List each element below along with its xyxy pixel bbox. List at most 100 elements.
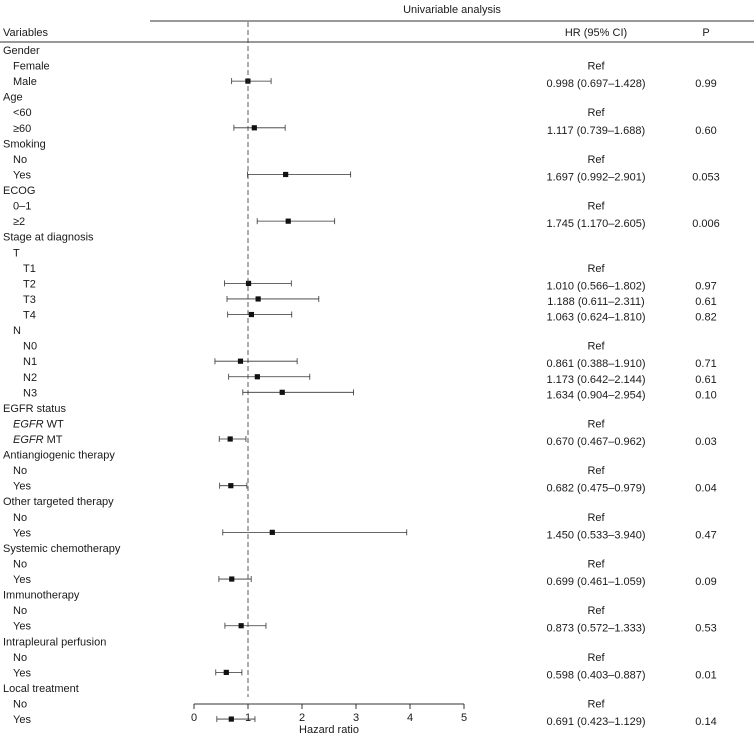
p-value-text: 0.053 — [692, 171, 720, 183]
row-label: N1 — [23, 356, 37, 368]
hr-ci-text: 1.450 (0.533–3.940) — [546, 529, 645, 541]
row-label: EGFR MT — [13, 434, 63, 446]
row-label: Yes — [13, 481, 31, 493]
row-label: ≥60 — [13, 123, 31, 135]
row-label: 0–1 — [13, 201, 31, 213]
p-value-text: 0.97 — [695, 280, 716, 292]
hr-ci-text: 1.063 (0.624–1.810) — [546, 312, 645, 324]
header-hr: HR (95% CI) — [565, 27, 627, 39]
hr-point — [283, 171, 289, 178]
row-label: Age — [3, 92, 23, 104]
hr-ci-text: 0.598 (0.403–0.887) — [546, 669, 645, 681]
row-label: ECOG — [3, 185, 35, 197]
x-tick-label: 0 — [191, 712, 197, 724]
x-tick-label: 2 — [299, 712, 305, 724]
hr-ci-text: 1.010 (0.566–1.802) — [546, 280, 645, 292]
row-label: EGFR status — [3, 403, 66, 415]
hr-ci-text: Ref — [587, 61, 605, 73]
hr-ci-text: 0.682 (0.475–0.979) — [546, 483, 645, 495]
hr-point — [238, 623, 244, 629]
x-tick-label: 4 — [407, 712, 413, 724]
x-tick-label: 3 — [353, 712, 359, 724]
row-label: Intrapleural perfusion — [3, 636, 106, 648]
row-label: No — [13, 652, 27, 664]
hr-point — [229, 576, 235, 582]
hr-ci-text: 1.188 (0.611–2.311) — [547, 296, 644, 308]
p-value-text: 0.53 — [695, 623, 716, 635]
p-value-text: 0.61 — [695, 374, 716, 386]
hr-ci-text: 1.697 (0.992–2.901) — [546, 171, 645, 183]
p-value-text: 0.03 — [695, 436, 716, 448]
hr-point — [251, 125, 257, 131]
row-label: No — [13, 154, 27, 166]
p-value-text: 0.09 — [695, 576, 716, 588]
p-value-text: 0.60 — [695, 125, 716, 137]
row-label: Other targeted therapy — [3, 496, 114, 508]
hr-point — [237, 358, 244, 364]
p-value-text: 0.82 — [695, 312, 716, 324]
row-label: Local treatment — [3, 683, 79, 695]
hr-ci-text: 1.173 (0.642–2.144) — [546, 374, 645, 386]
row-label: T4 — [23, 310, 36, 322]
row-label: No — [13, 512, 27, 524]
hr-ci-text: Ref — [587, 699, 605, 711]
row-label: N2 — [23, 372, 37, 384]
hr-ci-text: 0.699 (0.461–1.059) — [546, 576, 645, 588]
chart-title: Univariable analysis — [403, 4, 501, 16]
p-value-text: 0.47 — [695, 529, 716, 541]
p-value-text: 0.006 — [692, 218, 720, 230]
row-label: No — [13, 699, 27, 711]
p-value-text: 0.99 — [695, 78, 716, 90]
hr-ci-text: 0.670 (0.467–0.962) — [546, 436, 645, 448]
row-label: EGFR WT — [13, 418, 64, 430]
p-value-text: 0.04 — [695, 483, 716, 495]
hr-ci-text: 0.691 (0.423–1.129) — [546, 716, 645, 728]
p-value-text: 0.71 — [695, 358, 716, 370]
row-label: Female — [13, 61, 50, 73]
hr-ci-text: Ref — [587, 512, 605, 524]
row-label: ≥2 — [13, 216, 25, 228]
row-label: Gender — [3, 45, 40, 57]
hr-ci-text: Ref — [587, 154, 605, 166]
row-label: Immunotherapy — [3, 590, 80, 602]
header-p: P — [702, 27, 709, 39]
hr-ci-text: 1.745 (1.170–2.605) — [546, 218, 645, 230]
hr-ci-text: 0.861 (0.388–1.910) — [546, 358, 645, 370]
row-label: N3 — [23, 387, 37, 399]
hr-point — [223, 669, 229, 675]
hr-ci-text: 0.998 (0.697–1.428) — [546, 78, 645, 90]
x-tick-label: 5 — [461, 712, 467, 724]
hr-ci-text: Ref — [587, 107, 605, 119]
hr-ci-text: 0.873 (0.572–1.333) — [546, 623, 645, 635]
p-value-text: 0.10 — [695, 389, 716, 401]
hr-point — [228, 716, 234, 722]
hr-point — [228, 483, 234, 489]
hr-ci-text: Ref — [587, 201, 605, 213]
hr-point — [255, 296, 261, 302]
hr-ci-text: Ref — [587, 558, 605, 570]
x-axis-label: Hazard ratio — [299, 724, 359, 736]
row-label: No — [13, 605, 27, 617]
p-value-text: 0.14 — [695, 716, 716, 728]
row-label: Yes — [13, 574, 31, 586]
header-variables: Variables — [3, 27, 49, 39]
hr-ci-text: Ref — [587, 652, 605, 664]
hr-ci-text: Ref — [587, 605, 605, 617]
row-label: No — [13, 558, 27, 570]
row-label: <60 — [13, 107, 32, 119]
hr-ci-text: 1.634 (0.904–2.954) — [546, 389, 645, 401]
hr-point — [285, 218, 291, 224]
hr-point — [279, 389, 285, 395]
row-label: Yes — [13, 621, 31, 633]
hr-point — [248, 311, 255, 318]
hr-ci-text: Ref — [587, 465, 605, 477]
p-value-text: 0.01 — [695, 669, 716, 681]
hr-point — [254, 374, 260, 380]
row-label: Yes — [13, 714, 31, 726]
row-label: Stage at diagnosis — [3, 232, 94, 244]
row-label: Yes — [13, 527, 31, 539]
hr-point — [269, 529, 275, 535]
hr-ci-text: 1.117 (0.739–1.688) — [547, 125, 645, 137]
row-label: Yes — [13, 169, 31, 181]
